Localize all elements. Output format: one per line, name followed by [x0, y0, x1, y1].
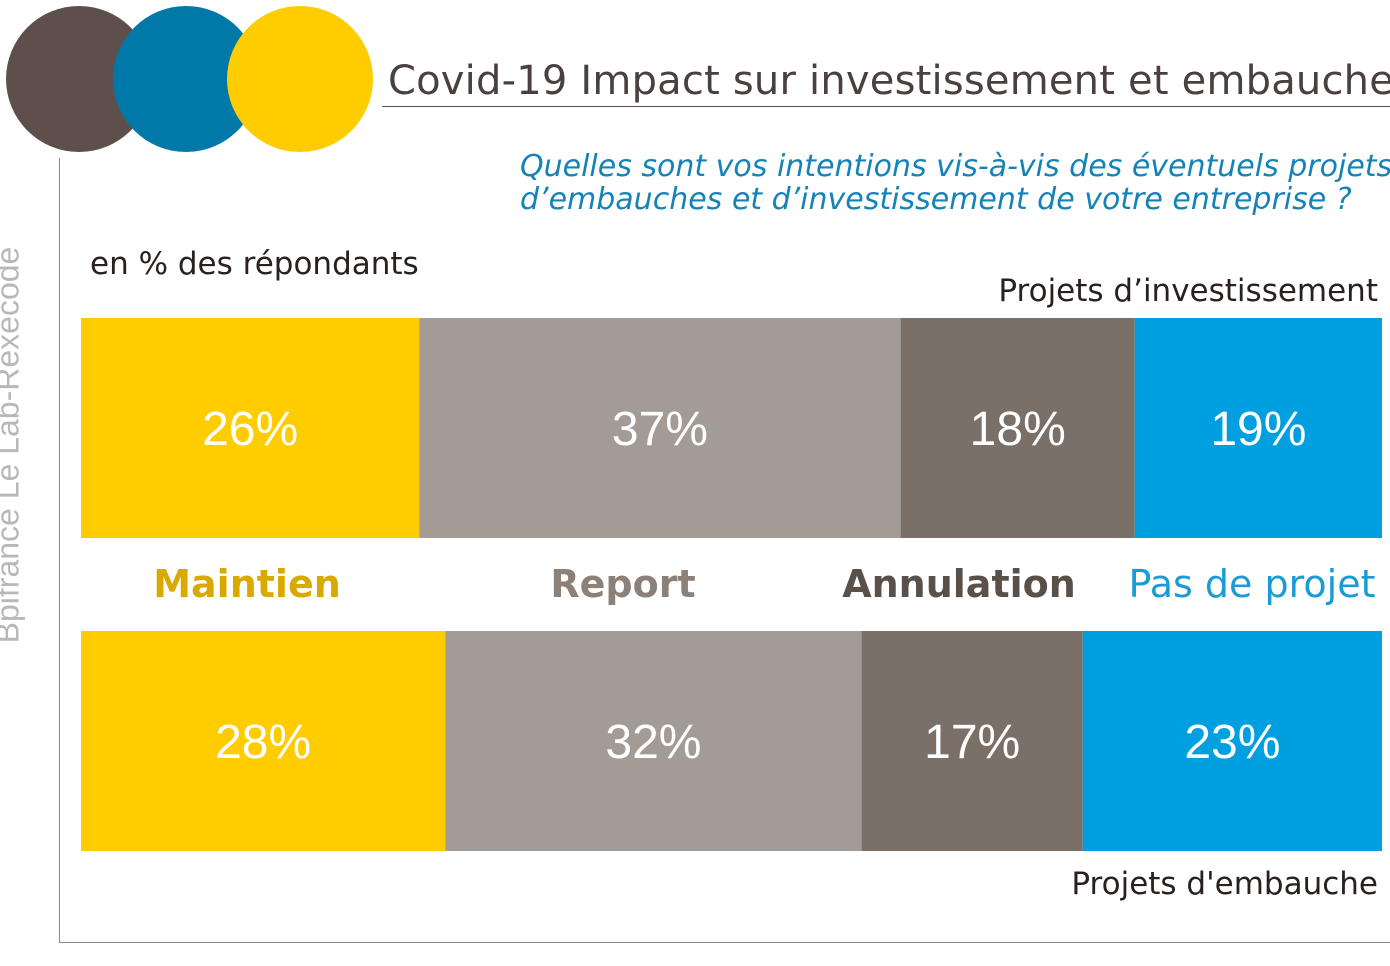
legend-report: Report	[550, 562, 696, 606]
circle-yellow	[227, 6, 373, 152]
label-embauche-pas-de-projet: 23%	[1184, 716, 1280, 769]
bar-investissement-pas-de-projet	[1134, 318, 1382, 538]
label-embauche-annulation: 17%	[924, 716, 1020, 769]
unit-label: en % des répondants	[90, 246, 419, 282]
legend-pas-de-projet: Pas de projet	[1128, 562, 1376, 606]
legend-annulation: Annulation	[842, 562, 1076, 606]
frame-bottom-line	[59, 942, 1390, 943]
label-investissement-report: 37%	[612, 403, 708, 456]
label-investissement-maintien: 26%	[202, 403, 298, 456]
bar-embauche-pas-de-projet	[1082, 631, 1382, 851]
bar-investissement-report	[419, 318, 901, 538]
bar-embauche-annulation	[861, 631, 1083, 851]
bar-investissement-annulation	[900, 318, 1135, 538]
survey-question-line-1: Quelles sont vos intentions vis-à-vis de…	[520, 149, 1390, 184]
label-embauche-maintien: 28%	[215, 716, 311, 769]
title-underline	[382, 106, 1390, 107]
bar-embauche-maintien	[81, 631, 446, 851]
label-investissement-pas-de-projet: 19%	[1210, 403, 1306, 456]
row-label-embauche: Projets d'embauche	[1071, 866, 1378, 902]
row-label-investissement: Projets d’investissement	[998, 273, 1378, 309]
chart-title: Covid-19 Impact sur investissement et em…	[388, 58, 1390, 104]
label-embauche-report: 32%	[605, 716, 701, 769]
bar-investissement-maintien	[81, 318, 420, 538]
bar-embauche-report	[445, 631, 862, 851]
legend-maintien: Maintien	[153, 562, 341, 606]
label-investissement-annulation: 18%	[970, 403, 1066, 456]
survey-question: Quelles sont vos intentions vis-à-vis de…	[520, 150, 1390, 216]
survey-question-line-2: d’embauches et d’investissement de votre…	[520, 182, 1352, 217]
frame-left-line	[59, 158, 60, 943]
